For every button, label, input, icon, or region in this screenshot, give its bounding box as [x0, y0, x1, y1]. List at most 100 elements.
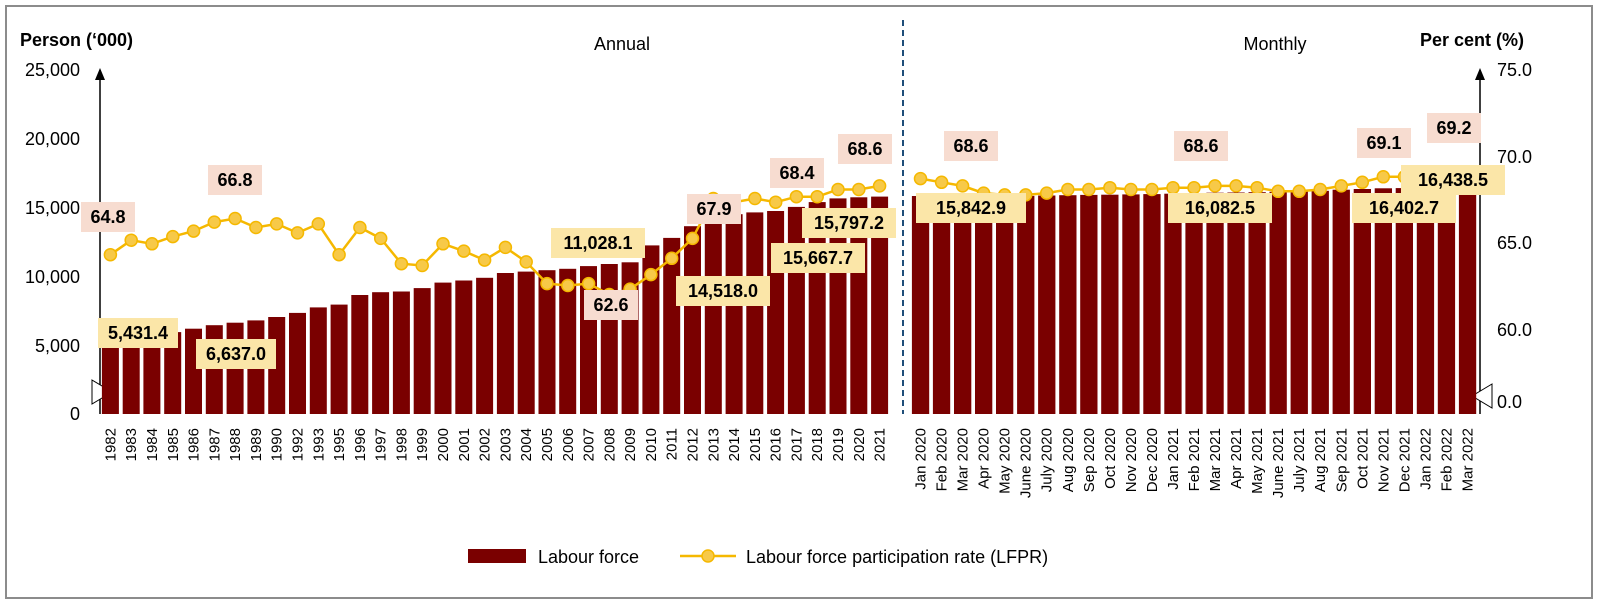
- x-tick-label: 1996: [352, 428, 369, 461]
- bar-labour-force: [538, 270, 556, 414]
- x-tick-label: Dec 2020: [1144, 428, 1161, 492]
- lfpr-label: 68.6: [847, 139, 882, 159]
- lfpr-point: [1187, 180, 1201, 195]
- x-tick-label: Mar 2020: [955, 428, 972, 491]
- bar-labour-force: [289, 312, 306, 414]
- left-tick-label: 15,000: [25, 198, 80, 218]
- bar-labour-force: [911, 196, 930, 414]
- labour-force-label: 5,431.4: [108, 323, 168, 343]
- bar-labour-force: [164, 332, 182, 414]
- x-tick-label: Nov 2021: [1375, 428, 1392, 492]
- lfpr-label-bg: [1357, 128, 1411, 158]
- lfpr-point: [852, 182, 866, 197]
- bar-labour-force: [932, 195, 951, 414]
- x-tick-label: Mar 2021: [1207, 428, 1224, 491]
- x-tick-label: 1983: [123, 428, 140, 461]
- lfpr-label-bg: [770, 158, 824, 188]
- bar-labour-force: [1248, 192, 1266, 414]
- x-tick-label: 2011: [664, 428, 681, 460]
- x-tick-label: Aug 2021: [1312, 428, 1329, 492]
- x-tick-label: 2014: [726, 428, 743, 461]
- x-tick-label: Dec 2021: [1396, 428, 1413, 492]
- lfpr-point: [228, 211, 242, 226]
- labour-force-label-bg: [676, 276, 770, 306]
- bar-labour-force: [663, 237, 681, 414]
- bar-labour-force: [996, 196, 1014, 414]
- x-tick-label: 2006: [560, 428, 577, 461]
- labour-force-label: 11,028.1: [563, 233, 632, 253]
- lfpr-point: [831, 182, 845, 197]
- lfpr-label: 68.6: [953, 136, 988, 156]
- lfpr-point: [1292, 184, 1306, 199]
- x-tick-label: Mar 2022: [1460, 428, 1477, 491]
- right-tick-label: 60.0: [1497, 320, 1532, 340]
- bar-labour-force: [122, 336, 140, 414]
- lfpr-point: [332, 247, 346, 262]
- x-tick-label: 2015: [747, 428, 764, 461]
- right-tick-label: 75.0: [1497, 60, 1532, 80]
- lfpr-point: [664, 251, 679, 266]
- labour-force-label: 16,402.7: [1369, 198, 1439, 218]
- x-tick-label: 1989: [248, 428, 265, 461]
- bar-labour-force: [975, 196, 993, 414]
- x-tick-label: 2000: [435, 428, 452, 461]
- bar-labour-force: [1206, 192, 1224, 414]
- x-tick-label: June 2021: [1270, 428, 1287, 498]
- legend-swatch-lfpr-dot: [701, 549, 715, 563]
- x-tick-label: Apr 2020: [976, 428, 993, 489]
- lfpr-point: [290, 226, 305, 240]
- right-tick-label: 65.0: [1497, 233, 1532, 253]
- x-tick-label: 2003: [497, 428, 514, 461]
- lfpr-point: [457, 244, 471, 258]
- legend-swatch-labour-force: [468, 549, 526, 563]
- x-tick-label: Apr 2021: [1228, 428, 1245, 489]
- x-tick-label: Aug 2020: [1060, 428, 1077, 492]
- lfpr-point: [1061, 182, 1075, 197]
- lfpr-point: [685, 231, 700, 246]
- labour-force-label-bg: [802, 208, 896, 238]
- lfpr-point: [1208, 179, 1222, 193]
- bar-labour-force: [1290, 191, 1308, 414]
- bar-labour-force: [351, 295, 369, 414]
- right-axis-title: Per cent (%): [1420, 30, 1524, 50]
- lfpr-point: [561, 278, 575, 293]
- lfpr-label-bg: [208, 165, 262, 195]
- bar-labour-force: [1437, 187, 1456, 414]
- bar-labour-force: [600, 264, 618, 414]
- lfpr-label-bg: [838, 134, 892, 164]
- lfpr-point: [1334, 179, 1349, 193]
- lfpr-point: [498, 240, 513, 255]
- lfpr-point: [311, 217, 326, 231]
- bar-labour-force: [1185, 193, 1203, 414]
- right-tick-label: 0.0: [1497, 392, 1522, 412]
- x-tick-label: 1992: [290, 428, 307, 461]
- lfpr-point: [913, 171, 928, 186]
- labour-force-label: 15,667.7: [783, 248, 853, 268]
- x-tick-label: 2010: [643, 428, 660, 461]
- x-tick-label: 2020: [851, 428, 868, 461]
- left-tick-label: 25,000: [25, 60, 80, 80]
- bar-labour-force: [1311, 190, 1329, 414]
- x-tick-label: May 2020: [997, 428, 1014, 494]
- bar-labour-force: [954, 195, 972, 414]
- left-tick-label: 5,000: [35, 336, 80, 356]
- left-tick-label: 0: [70, 404, 80, 424]
- x-tick-label: 1998: [393, 428, 410, 461]
- x-tick-label: 1990: [269, 428, 286, 461]
- x-tick-label: Jan 2022: [1417, 428, 1434, 490]
- bar-labour-force: [1374, 188, 1392, 414]
- lfpr-point: [1355, 175, 1370, 190]
- lfpr-label-bg: [687, 194, 741, 224]
- labour-force-label: 15,797.2: [814, 213, 884, 233]
- labour-force-label-bg: [1352, 193, 1456, 223]
- lfpr-label-bg: [1174, 131, 1228, 161]
- bar-labour-force: [496, 273, 514, 414]
- bar-labour-force: [101, 339, 119, 414]
- x-tick-label: July 2021: [1291, 428, 1308, 492]
- x-tick-label: Feb 2021: [1186, 428, 1203, 491]
- x-tick-label: 2005: [539, 428, 556, 461]
- labour-force-label-bg: [196, 339, 276, 369]
- bar-labour-force: [1332, 189, 1350, 414]
- x-tick-label: 1984: [144, 428, 161, 461]
- bar-labour-force: [309, 307, 327, 414]
